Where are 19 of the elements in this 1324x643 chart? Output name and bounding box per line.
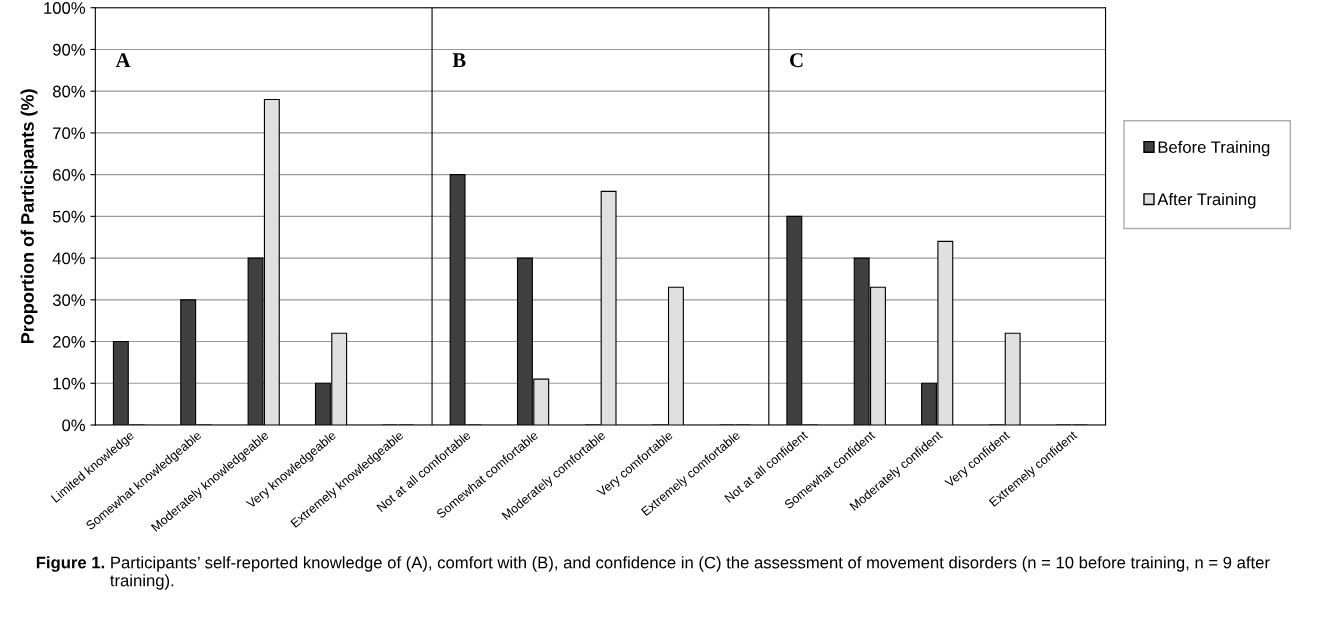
annotation: A: [115, 53, 131, 67]
annotation: C: [790, 53, 803, 68]
annotation: B: [452, 53, 466, 68]
y-tick-label: 0%: [62, 419, 86, 432]
y-tick-label: 70%: [53, 127, 86, 140]
y-tick-label: 50%: [52, 210, 86, 223]
y-tick-label: 40%: [52, 252, 86, 265]
y-tick-label: 60%: [53, 169, 86, 181]
y-tick-label: 20%: [53, 335, 86, 348]
y-axis-title: Proportion of Participants (%): [20, 89, 38, 344]
y-tick-label: 80%: [52, 85, 86, 98]
y-tick-label: 100%: [44, 2, 86, 14]
y-tick-label: 90%: [53, 43, 86, 56]
legend-label: After Training: [1157, 192, 1256, 209]
y-tick-label: 30%: [52, 294, 86, 307]
legend-label: Before Training: [1158, 140, 1270, 157]
y-tick-label: 10%: [53, 377, 86, 390]
text: Participants’ self-reported knowledge of (A), comfort with (B), and confidence in (C) the assessment of movement disorders (n = 10 before training, n = 9 after training).: [110, 556, 1270, 590]
caption: Figure 1.: [36, 556, 105, 572]
